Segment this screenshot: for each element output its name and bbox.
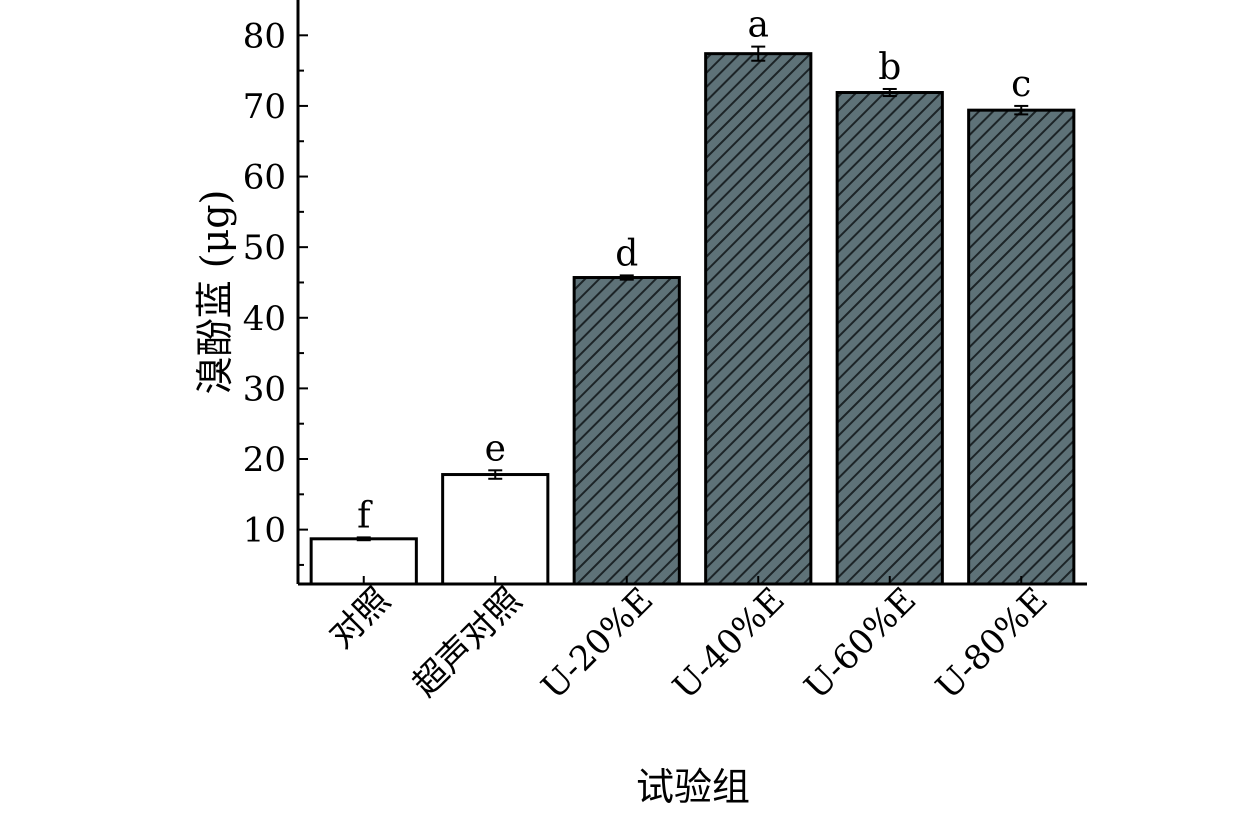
y-tick-label-3: 30 [243, 369, 286, 409]
y-tick-label-7: 70 [243, 87, 286, 127]
x-tick-label-5: U-60%E [797, 580, 924, 707]
significance-label-3: d [615, 233, 638, 274]
y-tick-label-6: 60 [243, 158, 286, 198]
y-axis-title: 溴酚蓝 (μg) [193, 190, 237, 395]
bar-2 [441, 473, 550, 586]
y-tick-label-5: 50 [243, 228, 286, 268]
significance-label-5: b [878, 47, 901, 88]
bar-5 [835, 91, 944, 586]
y-tick-label-1: 10 [243, 511, 286, 551]
bar-6 [967, 108, 1076, 586]
error-bars-group [356, 45, 1029, 542]
x-tick-label-1: 对照 [322, 580, 398, 656]
significance-label-2: e [485, 428, 506, 469]
x-tick-label-3: U-20%E [534, 580, 661, 707]
bars-group [309, 52, 1076, 586]
y-ticks-group: 10 20 30 40 50 60 70 80 [243, 16, 308, 566]
axes-group [296, 0, 1087, 586]
x-tick-label-6: U-80%E [928, 580, 1055, 707]
x-tick-label-2: 超声对照 [405, 580, 529, 704]
y-tick-label-4: 40 [243, 299, 286, 339]
significance-label-6: c [1011, 64, 1031, 105]
x-tick-label-4: U-40%E [665, 580, 792, 707]
bar-4 [704, 52, 813, 586]
significance-label-1: f [357, 495, 373, 536]
x-axis-title: 试验组 [636, 765, 750, 809]
y-tick-label-8: 80 [243, 16, 286, 56]
y-tick-label-2: 20 [243, 440, 286, 480]
bar-3 [572, 276, 681, 586]
significance-labels-group: f e d a b c [357, 5, 1031, 537]
significance-label-4: a [748, 5, 769, 46]
x-ticks-group: 对照 超声对照 U-20%E U-40%E U-60%E U-80%E [322, 576, 1056, 707]
